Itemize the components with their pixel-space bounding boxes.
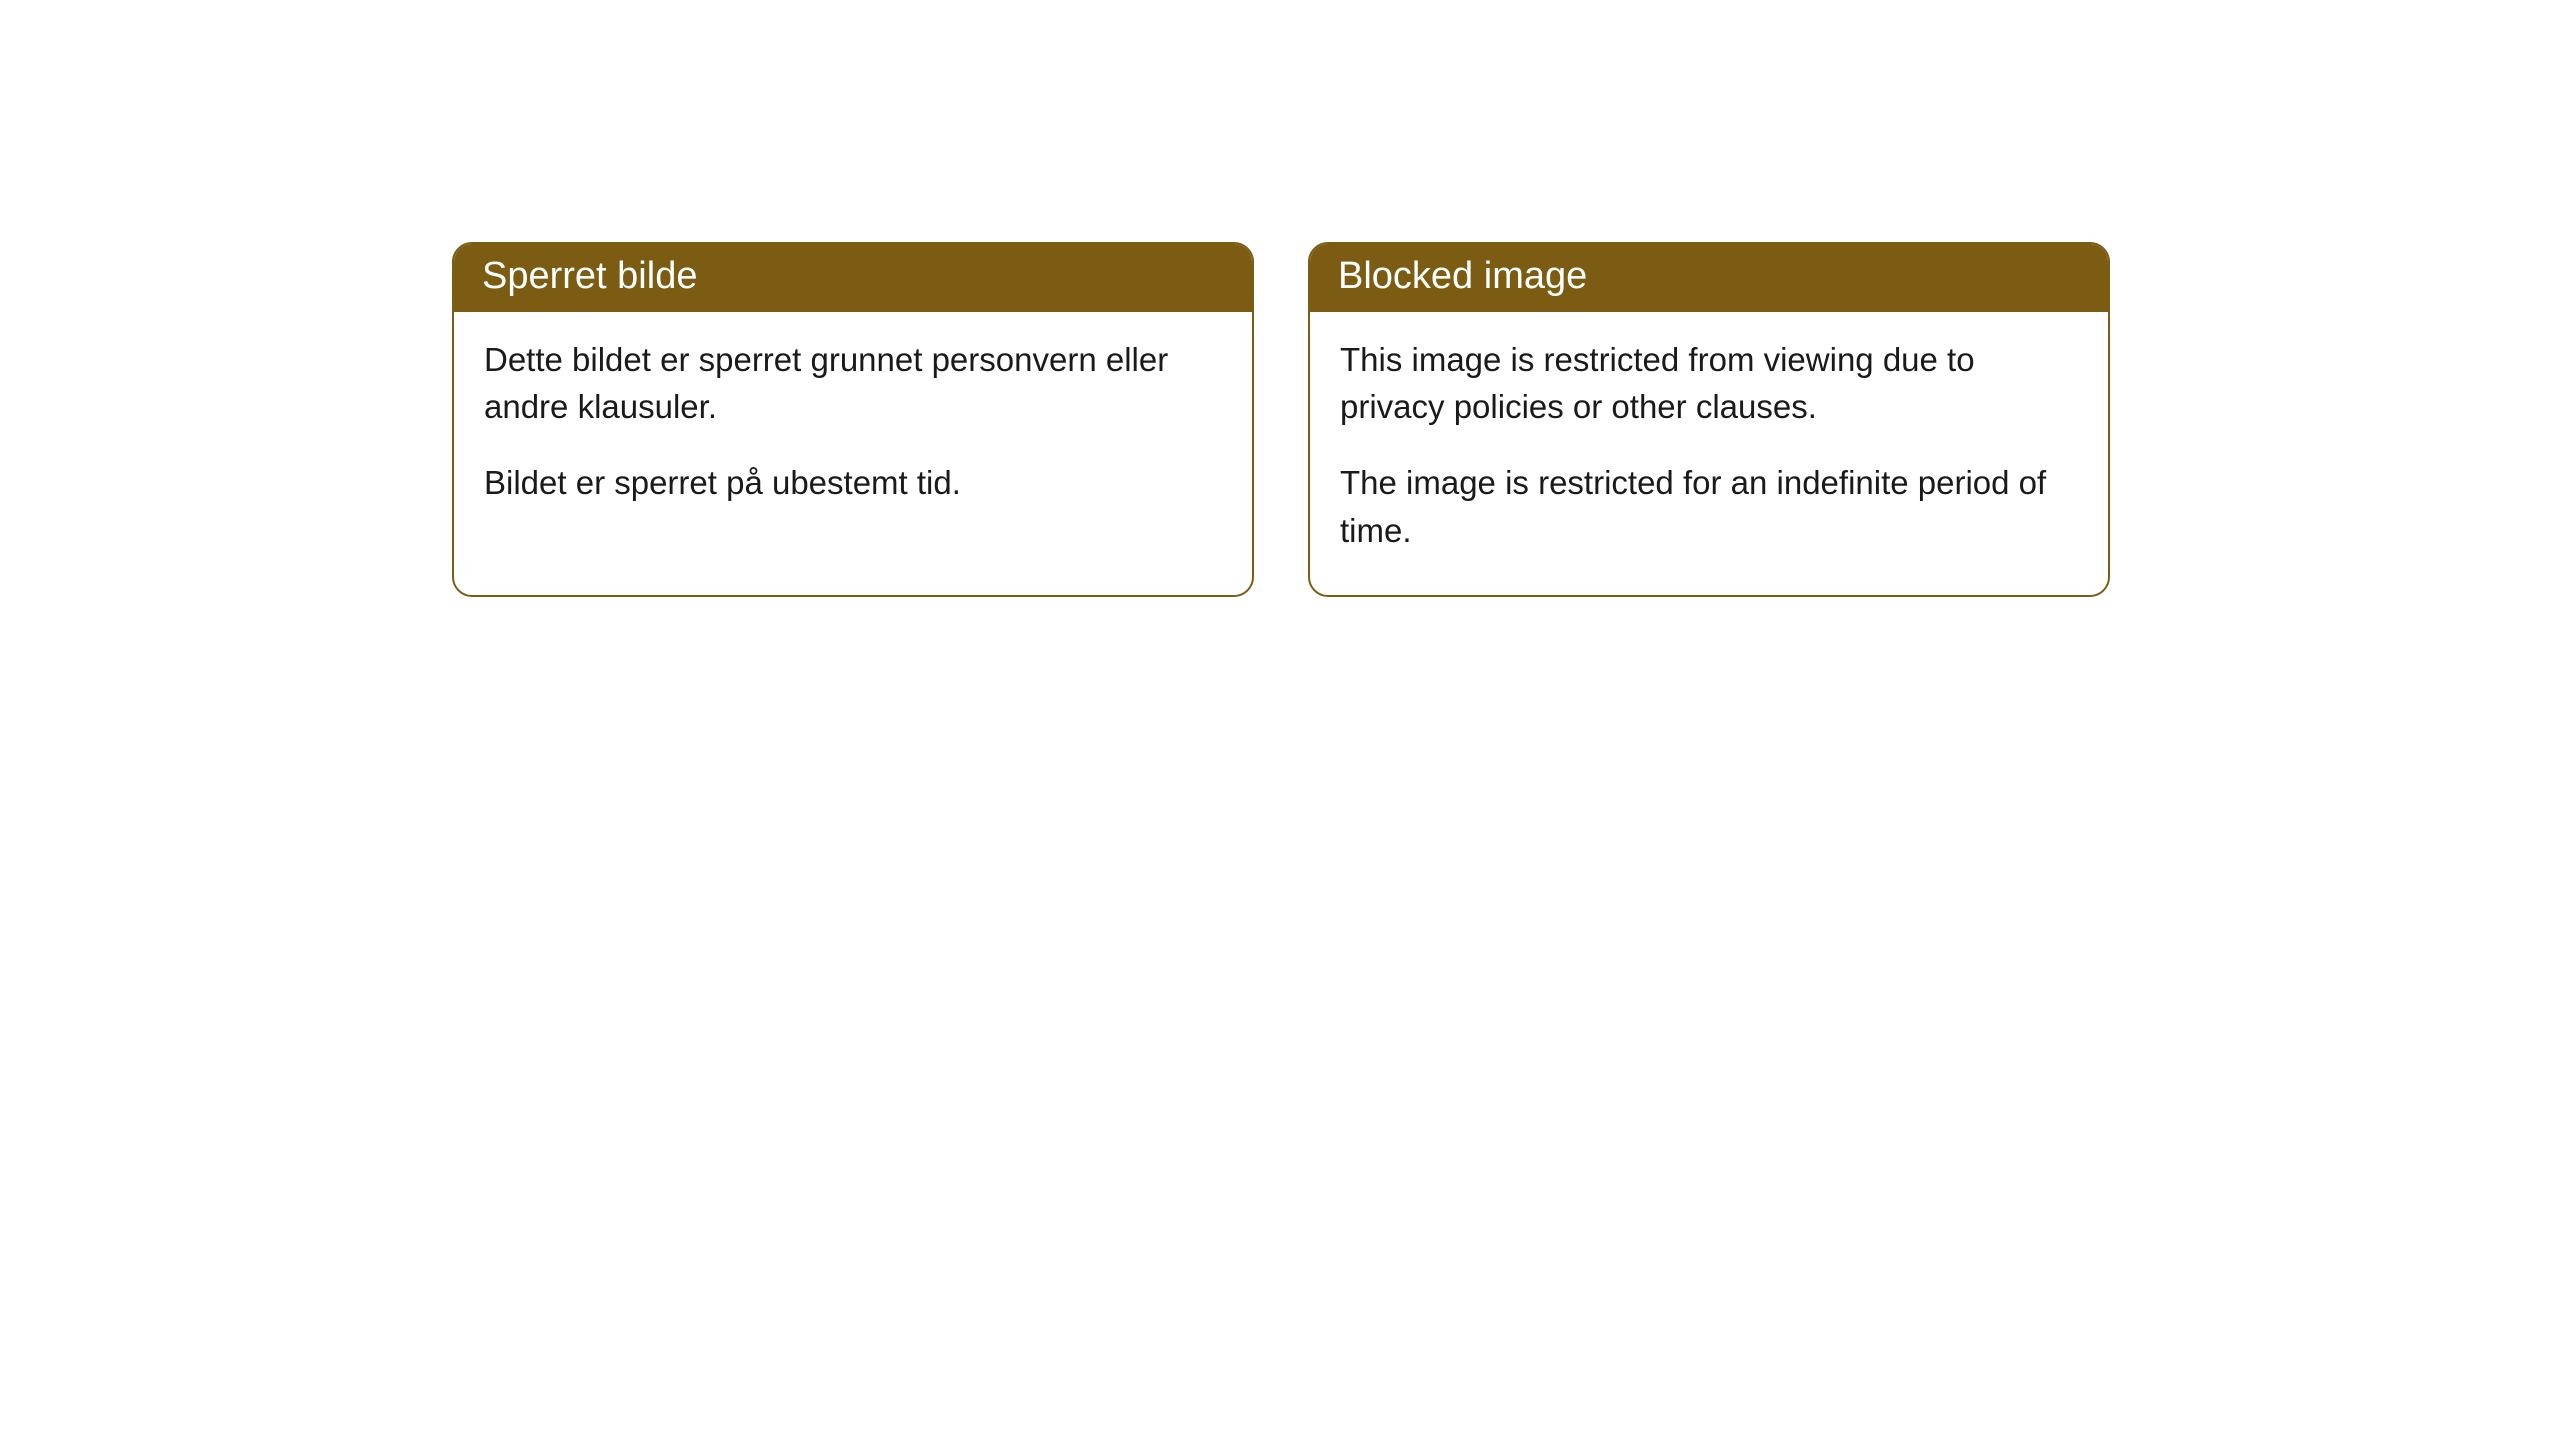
card-text-english-1: This image is restricted from viewing du… bbox=[1340, 336, 2078, 432]
card-body-norwegian: Dette bildet er sperret grunnet personve… bbox=[454, 312, 1252, 548]
card-title-english: Blocked image bbox=[1338, 255, 1587, 297]
notice-container: Sperret bilde Dette bildet er sperret gr… bbox=[0, 0, 2560, 597]
card-header-english: Blocked image bbox=[1310, 244, 2108, 312]
card-text-norwegian-2: Bildet er sperret på ubestemt tid. bbox=[484, 459, 1222, 507]
card-text-norwegian-1: Dette bildet er sperret grunnet personve… bbox=[484, 336, 1222, 432]
card-title-norwegian: Sperret bilde bbox=[482, 255, 697, 297]
card-body-english: This image is restricted from viewing du… bbox=[1310, 312, 2108, 595]
card-text-english-2: The image is restricted for an indefinit… bbox=[1340, 459, 2078, 555]
blocked-image-card-english: Blocked image This image is restricted f… bbox=[1308, 242, 2110, 597]
blocked-image-card-norwegian: Sperret bilde Dette bildet er sperret gr… bbox=[452, 242, 1254, 597]
card-header-norwegian: Sperret bilde bbox=[454, 244, 1252, 312]
